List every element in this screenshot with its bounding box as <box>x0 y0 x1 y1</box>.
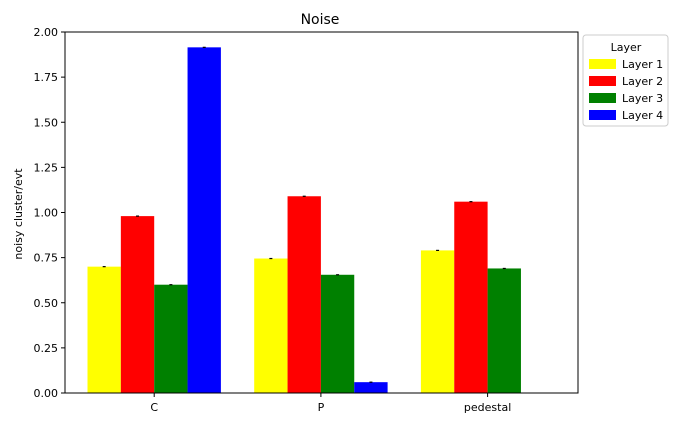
y-tick-label: 2.00 <box>34 26 59 39</box>
y-tick-label: 0.25 <box>34 342 59 355</box>
legend-frame <box>582 34 669 127</box>
legend-label: Layer 1 <box>622 58 663 71</box>
x-tick-label: P <box>318 401 325 414</box>
y-tick-label: 1.00 <box>34 207 59 220</box>
bar-layer-2-pedestal <box>454 201 488 393</box>
legend-swatch <box>589 76 616 86</box>
y-tick-label: 1.25 <box>34 161 59 174</box>
x-tick-label: C <box>150 401 158 414</box>
bar-layer-3-c <box>154 284 188 393</box>
y-tick-label: 1.50 <box>34 116 59 129</box>
legend-swatch <box>589 110 616 120</box>
bar-layer-2-p <box>287 196 321 393</box>
legend-label: Layer 2 <box>622 75 663 88</box>
legend-swatch <box>589 93 616 103</box>
bar-layer-4-c <box>187 47 221 393</box>
chart-title: Noise <box>301 12 340 28</box>
bar-layer-2-c <box>120 216 155 393</box>
legend: Layer Layer 1 Layer 2 Layer 3 Layer 4 <box>582 34 669 127</box>
bar-layer-3-pedestal <box>487 268 521 393</box>
legend-label: Layer 4 <box>622 109 663 122</box>
bar-layer-4-p <box>354 382 388 393</box>
legend-swatch <box>589 59 616 69</box>
y-tick-label: 0.75 <box>34 252 59 265</box>
legend-label: Layer 3 <box>622 92 663 105</box>
legend-title: Layer <box>611 41 642 54</box>
y-tick-label: 1.75 <box>34 71 59 84</box>
bar-layer-1-c <box>87 266 121 393</box>
bar-layer-3-p <box>320 274 355 393</box>
x-tick-label: pedestal <box>464 401 511 414</box>
bar-layer-1-pedestal <box>420 250 455 393</box>
y-tick-label: 0.50 <box>34 297 59 310</box>
y-axis-label: noisy cluster/evt <box>12 168 25 260</box>
bar-layer-1-p <box>254 258 288 393</box>
y-tick-label: 0.00 <box>34 387 59 400</box>
